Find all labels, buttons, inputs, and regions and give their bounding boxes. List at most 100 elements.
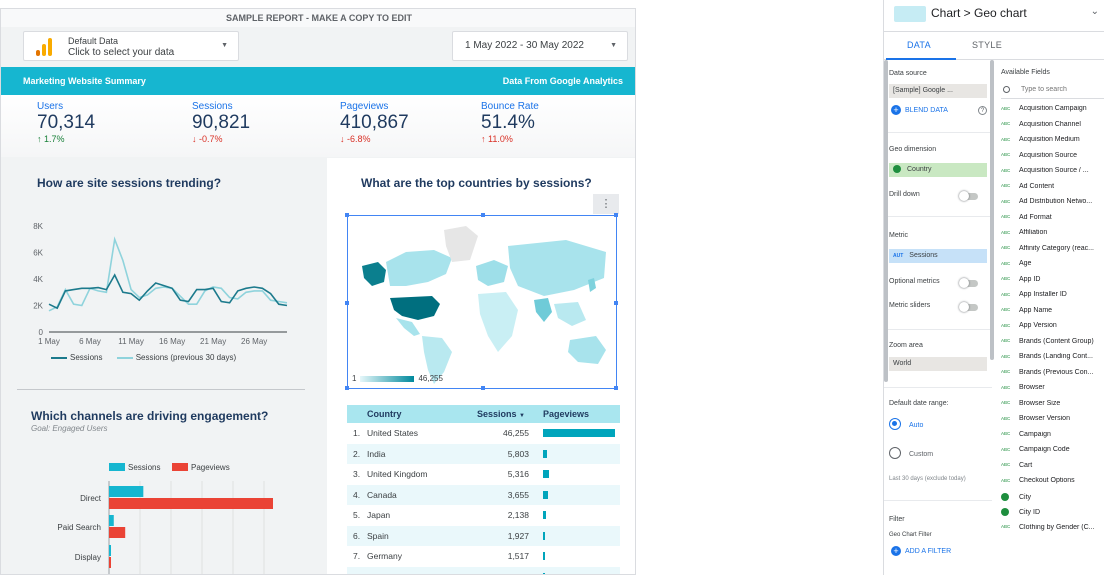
field-item[interactable]: ABC Acquisition Medium bbox=[1001, 136, 1104, 152]
scorecard-bounce-rate[interactable]: Bounce Rate 51.4% ↑ 11.0% bbox=[481, 101, 539, 144]
row-pageviews bbox=[537, 484, 620, 505]
field-search[interactable] bbox=[1001, 85, 1104, 99]
field-item[interactable]: ABC App ID bbox=[1001, 276, 1104, 292]
more-options-icon[interactable]: ⋮ bbox=[593, 194, 619, 214]
date-custom-radio[interactable] bbox=[889, 447, 901, 459]
resize-handle[interactable] bbox=[345, 301, 349, 305]
resize-handle[interactable] bbox=[614, 213, 618, 217]
field-item[interactable]: City ID bbox=[1001, 508, 1104, 524]
row-country: United States bbox=[367, 428, 419, 439]
scrollbar[interactable] bbox=[990, 60, 994, 360]
zoom-area-chip[interactable]: World bbox=[889, 357, 987, 371]
field-item[interactable]: ABC Ad Format bbox=[1001, 214, 1104, 230]
bar-pageviews[interactable] bbox=[109, 527, 126, 538]
field-item[interactable]: ABC Ad Distribution Netwo... bbox=[1001, 198, 1104, 214]
field-item[interactable]: ABC Ad Content bbox=[1001, 183, 1104, 199]
date-range-selector[interactable]: 1 May 2022 - 30 May 2022 ▼ bbox=[452, 31, 628, 61]
field-item[interactable]: ABC Cart bbox=[1001, 462, 1104, 478]
field-item[interactable]: ABC Acquisition Source bbox=[1001, 152, 1104, 168]
field-item[interactable]: ABC Brands (Landing Cont... bbox=[1001, 353, 1104, 369]
scorecard-sessions[interactable]: Sessions 90,821 ↓ -0.7% bbox=[192, 101, 250, 144]
bar-sessions[interactable] bbox=[109, 515, 114, 526]
field-search-input[interactable] bbox=[1021, 86, 1104, 93]
column-header-sessions[interactable]: Sessions ▼ bbox=[477, 405, 537, 423]
chevron-down-icon: ▼ bbox=[221, 42, 228, 49]
field-item[interactable]: ABC Acquisition Source / ... bbox=[1001, 167, 1104, 183]
table-row[interactable]: 3. United Kingdom 5,316 bbox=[347, 464, 620, 485]
table-row[interactable]: 2. India 5,803 bbox=[347, 443, 620, 464]
field-item[interactable]: ABC App Installer ID bbox=[1001, 291, 1104, 307]
field-item[interactable]: ABC Age bbox=[1001, 260, 1104, 276]
column-header-country[interactable]: Country bbox=[367, 405, 477, 423]
resize-handle[interactable] bbox=[614, 301, 618, 305]
field-item[interactable]: ABC Acquisition Campaign bbox=[1001, 105, 1104, 121]
table-row[interactable]: 6. Spain 1,927 bbox=[347, 525, 620, 546]
globe-icon bbox=[1001, 492, 1009, 501]
text-type-icon: ABC bbox=[1001, 152, 1011, 158]
map-africa bbox=[478, 292, 518, 352]
bar-pageviews[interactable] bbox=[109, 557, 111, 568]
table-row[interactable]: 4. Canada 3,655 bbox=[347, 484, 620, 505]
field-item[interactable]: ABC Acquisition Channel bbox=[1001, 121, 1104, 137]
field-name: App Name bbox=[1019, 306, 1053, 314]
add-filter-button[interactable]: + ADD A FILTER bbox=[891, 546, 951, 556]
scrollbar[interactable] bbox=[884, 60, 888, 382]
geo-dimension-chip[interactable]: Country bbox=[889, 163, 987, 177]
tab-data[interactable]: DATA bbox=[907, 40, 931, 50]
editor-tabs: DATA STYLE bbox=[884, 32, 1104, 60]
field-item[interactable]: ABC Checkout Options bbox=[1001, 477, 1104, 493]
resize-handle[interactable] bbox=[614, 386, 618, 390]
arrow-up-icon: ↑ bbox=[481, 134, 489, 144]
data-source-selector[interactable]: Default Data Click to select your data ▼ bbox=[23, 31, 239, 61]
metric-chip[interactable]: AUT Sessions bbox=[889, 249, 987, 263]
field-item[interactable]: City bbox=[1001, 492, 1104, 509]
blend-data-button[interactable]: + BLEND DATA bbox=[891, 105, 948, 115]
chart-editor: Chart > Geo chart ⌄ DATA STYLE Data sour… bbox=[883, 0, 1104, 575]
drill-down-toggle[interactable] bbox=[959, 191, 978, 201]
bar-sessions[interactable] bbox=[109, 486, 144, 497]
map-japan bbox=[588, 278, 596, 292]
table-row[interactable]: 8.France1,497 bbox=[347, 566, 620, 574]
field-item[interactable]: ABC App Name bbox=[1001, 307, 1104, 323]
bar-sessions[interactable] bbox=[109, 545, 111, 556]
channel-bar-chart[interactable]: Sessions Pageviews Direct Paid Search Displa… bbox=[1, 447, 301, 575]
field-item[interactable]: ABC Browser Version bbox=[1001, 415, 1104, 431]
sessions-trend-chart[interactable]: 0 2K 4K 6K 8K 1 May 6 May 11 May 16 May 21 May 26 … bbox=[1, 204, 301, 349]
date-auto-radio[interactable] bbox=[889, 418, 901, 430]
resize-handle[interactable] bbox=[481, 386, 485, 390]
field-item[interactable]: ABC Campaign bbox=[1001, 431, 1104, 447]
column-header-pageviews[interactable]: Pageviews bbox=[537, 405, 620, 423]
scorecard-pageviews[interactable]: Pageviews 410,867 ↓ -6.8% bbox=[340, 101, 409, 144]
resize-handle[interactable] bbox=[345, 213, 349, 217]
field-item[interactable]: ABC Brands (Content Group) bbox=[1001, 338, 1104, 354]
field-item[interactable]: ABC Browser bbox=[1001, 384, 1104, 400]
row-pageviews bbox=[537, 546, 620, 567]
active-tab-indicator bbox=[886, 58, 956, 60]
resize-handle[interactable] bbox=[481, 213, 485, 217]
table-row[interactable]: 1. United States 46,255 bbox=[347, 423, 620, 444]
data-source-name: Default Data bbox=[68, 36, 119, 46]
help-icon[interactable]: ? bbox=[978, 106, 987, 115]
field-item[interactable]: ABC Affiliation bbox=[1001, 229, 1104, 245]
optional-metrics-toggle[interactable] bbox=[959, 278, 978, 288]
resize-handle[interactable] bbox=[345, 386, 349, 390]
field-item[interactable]: ABC App Version bbox=[1001, 322, 1104, 338]
field-item[interactable]: ABC Brands (Previous Con... bbox=[1001, 369, 1104, 385]
table-row[interactable]: 5. Japan 2,138 bbox=[347, 505, 620, 526]
legend-swatch-sessions bbox=[109, 463, 125, 471]
data-source-chip[interactable]: [Sample] Google ... bbox=[889, 84, 987, 98]
field-item[interactable]: ABC Campaign Code bbox=[1001, 446, 1104, 462]
tab-style[interactable]: STYLE bbox=[972, 40, 1003, 50]
scorecard-users[interactable]: Users 70,314 ↑ 1.7% bbox=[37, 101, 95, 144]
metric-sliders-toggle[interactable] bbox=[959, 302, 978, 312]
pageviews-bar bbox=[543, 531, 545, 540]
field-name: Brands (Content Group) bbox=[1019, 337, 1094, 345]
field-item[interactable]: ABC Browser Size bbox=[1001, 400, 1104, 416]
table-row[interactable]: 7. Germany 1,517 bbox=[347, 546, 620, 567]
geo-chart[interactable]: 1 46,255 bbox=[345, 213, 618, 390]
chart-type-breadcrumb[interactable]: Chart > Geo chart ⌄ bbox=[884, 0, 1104, 32]
bar-pageviews[interactable] bbox=[109, 498, 273, 509]
field-item[interactable]: ABC Affinity Category (reac... bbox=[1001, 245, 1104, 261]
x-tick-label: 6 May bbox=[79, 337, 101, 346]
field-item[interactable]: ABC Clothing by Gender (C... bbox=[1001, 524, 1104, 540]
